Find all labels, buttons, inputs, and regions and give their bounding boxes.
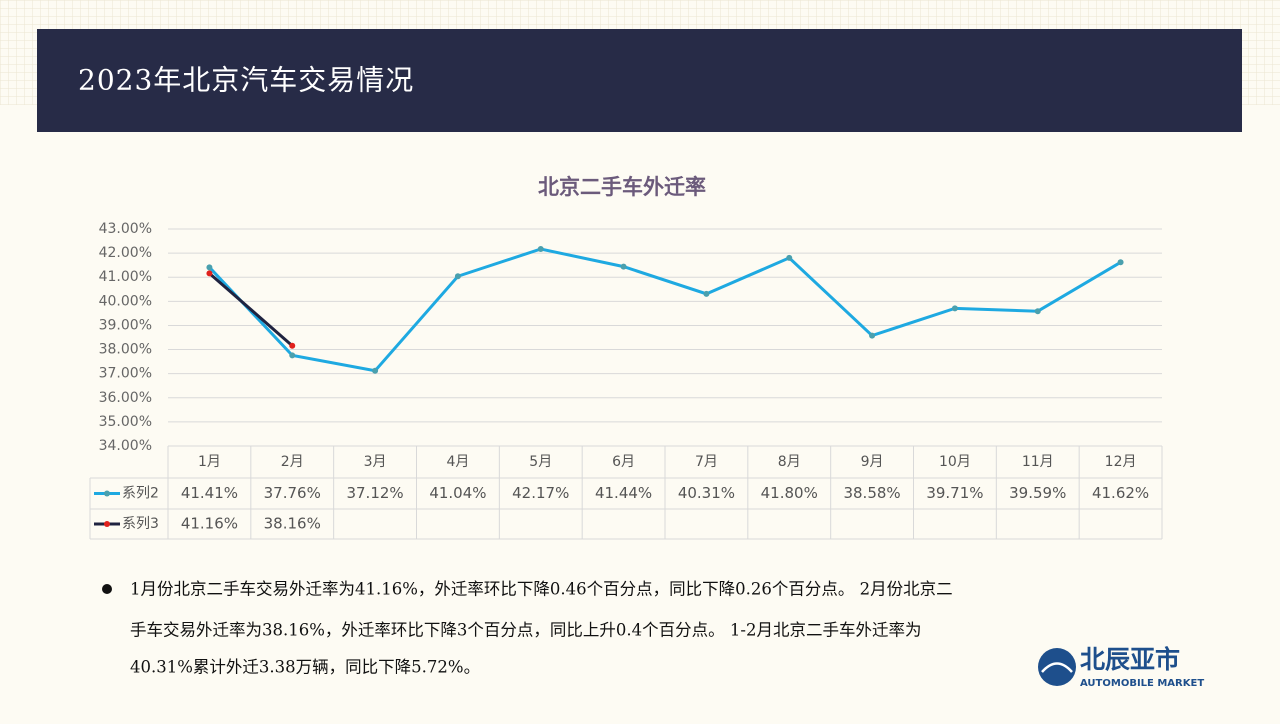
logo: 北辰亚市 AUTOMOBILE MARKET xyxy=(1038,645,1204,689)
y-tick-label: 40.00% xyxy=(99,293,152,309)
series-marker xyxy=(289,342,296,349)
table-value: 37.76% xyxy=(264,484,321,502)
note-line: 40.31%累计外迁3.38万辆，同比下降5.72%。 xyxy=(130,658,480,677)
y-tick-label: 35.00% xyxy=(99,414,152,430)
legend-marker xyxy=(104,490,110,497)
y-tick-label: 39.00% xyxy=(99,317,152,333)
table-value: 42.17% xyxy=(512,484,569,502)
x-tick-label: 3月 xyxy=(364,454,387,470)
series-marker xyxy=(869,332,876,339)
legend-marker xyxy=(104,521,110,527)
logo-icon-arc xyxy=(1041,662,1073,673)
series-marker xyxy=(206,264,213,271)
bullet xyxy=(102,584,112,594)
x-tick-label: 9月 xyxy=(861,454,884,470)
note-line: 1月份北京二手车交易外迁率为41.16%，外迁率环比下降0.46个百分点，同比下… xyxy=(130,580,953,599)
table-value: 41.80% xyxy=(761,484,818,502)
x-tick-label: 12月 xyxy=(1105,454,1137,470)
table-value: 39.71% xyxy=(926,484,983,502)
table-value: 38.16% xyxy=(264,515,321,533)
table-value: 41.44% xyxy=(595,484,652,502)
chart-title: 北京二手车外迁率 xyxy=(538,175,706,199)
x-tick-label: 6月 xyxy=(612,454,635,470)
y-tick-label: 42.00% xyxy=(99,245,152,261)
y-tick-label: 41.00% xyxy=(99,269,152,285)
series-marker xyxy=(537,246,544,253)
series-marker xyxy=(372,367,379,374)
x-tick-label: 1月 xyxy=(198,454,221,470)
x-tick-label: 10月 xyxy=(939,454,971,470)
y-tick-label: 36.00% xyxy=(99,390,152,406)
series-line xyxy=(208,272,294,347)
x-tick-label: 5月 xyxy=(529,454,552,470)
table-value: 41.16% xyxy=(181,515,238,533)
table-value: 38.58% xyxy=(843,484,900,502)
table-value: 41.41% xyxy=(181,484,238,502)
series-marker xyxy=(1117,259,1124,266)
x-tick-label: 11月 xyxy=(1022,454,1054,470)
y-tick-label: 43.00% xyxy=(99,221,152,237)
table-value: 41.62% xyxy=(1092,484,1149,502)
header-title: 2023年北京汽车交易情况 xyxy=(78,64,414,97)
series-marker xyxy=(703,290,710,297)
table-value: 41.04% xyxy=(429,484,486,502)
series-marker xyxy=(289,352,296,359)
series-marker xyxy=(786,254,793,261)
legend-label: 系列3 xyxy=(122,516,159,532)
logo-subtitle: AUTOMOBILE MARKET xyxy=(1080,678,1204,689)
series-marker xyxy=(951,305,958,312)
header-bar xyxy=(37,29,1242,132)
series-line xyxy=(208,247,1122,373)
series-marker xyxy=(206,270,213,277)
logo-icon xyxy=(1038,648,1076,686)
y-tick-label: 34.00% xyxy=(99,438,152,454)
y-tick-label: 38.00% xyxy=(99,342,152,358)
series-marker xyxy=(620,263,627,270)
series-marker xyxy=(454,273,461,280)
table-value: 37.12% xyxy=(346,484,403,502)
table-value: 40.31% xyxy=(678,484,735,502)
note-line: 手车交易外迁率为38.16%，外迁率环比下降3个百分点，同比上升0.4个百分点。… xyxy=(130,621,921,640)
y-tick-label: 37.00% xyxy=(99,366,152,382)
x-tick-label: 4月 xyxy=(446,454,469,470)
legend-label: 系列2 xyxy=(122,486,159,502)
x-tick-label: 7月 xyxy=(695,454,718,470)
x-tick-label: 8月 xyxy=(778,454,801,470)
series-marker xyxy=(1034,308,1041,315)
x-tick-label: 2月 xyxy=(281,454,304,470)
logo-name: 北辰亚市 xyxy=(1080,645,1180,674)
table-value: 39.59% xyxy=(1009,484,1066,502)
